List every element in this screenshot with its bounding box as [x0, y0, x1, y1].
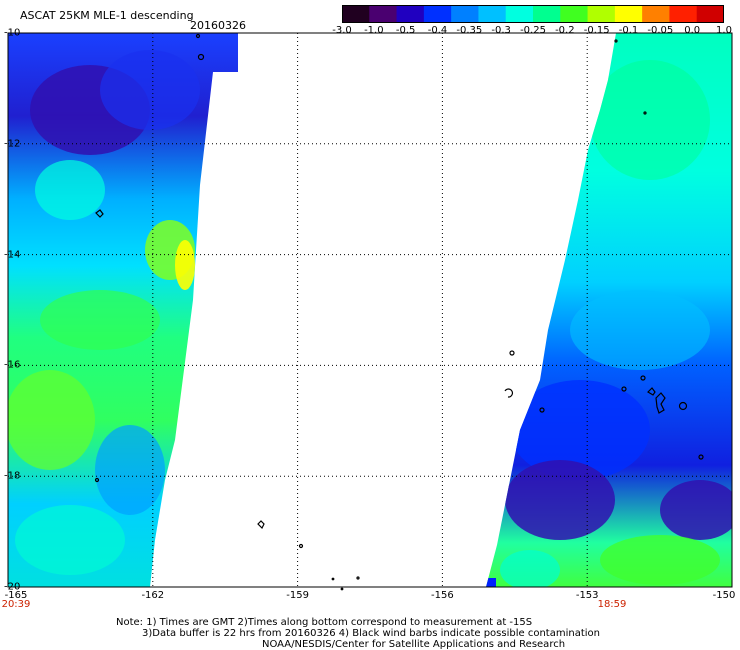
- colorbar-tick-label: -0.1: [618, 25, 639, 36]
- colorbar-swatch: [696, 5, 724, 23]
- swath-left: [8, 33, 238, 587]
- colorbar-tick-label: -0.25: [520, 25, 546, 36]
- colorbar-swatch: [560, 5, 589, 23]
- time-label-left: 20:39: [1, 599, 31, 610]
- colorbar-tick-label: -0.4: [427, 25, 448, 36]
- note-line-3: NOAA/NESDIS/Center for Satellite Applica…: [262, 639, 566, 650]
- longitude-label: -156: [431, 590, 454, 601]
- colorbar-swatch: [342, 5, 370, 23]
- colorbar-swatch: [614, 5, 643, 23]
- longitude-label: -153: [575, 590, 599, 601]
- longitude-label: -150: [712, 590, 736, 601]
- colorbar: [342, 5, 724, 23]
- colorbar-tick-label: 1.0: [716, 25, 732, 36]
- swath-right: [486, 33, 732, 587]
- product-date: 20160326: [190, 19, 246, 32]
- colorbar-swatch: [642, 5, 670, 23]
- longitude-label: -162: [141, 590, 165, 601]
- product-title: ASCAT 25KM MLE-1 descending: [20, 9, 194, 22]
- colorbar-tick-label: -0.35: [456, 25, 483, 36]
- longitude-label: -159: [286, 590, 309, 601]
- latitude-label: -20: [4, 581, 21, 593]
- latitude-label: -16: [4, 359, 21, 371]
- colorbar-swatch: [669, 5, 698, 23]
- colorbar-swatch: [505, 5, 534, 23]
- latitude-label: -14: [4, 249, 21, 261]
- colorbar-tick-label: -0.5: [395, 25, 416, 36]
- colorbar-swatch: [423, 5, 452, 23]
- colorbar-swatch: [478, 5, 507, 23]
- latitude-label: -10: [4, 27, 21, 39]
- note-line-1: Note: 1) Times are GMT 2)Times along bot…: [116, 617, 533, 628]
- time-label-right: 18:59: [597, 599, 627, 610]
- colorbar-tick-label: -0.3: [491, 25, 511, 36]
- longitude-label: -165: [4, 590, 28, 601]
- latitude-label: -12: [4, 138, 21, 150]
- colorbar-swatch: [587, 5, 616, 23]
- colorbar-tick-label: -1.0: [364, 25, 384, 36]
- colorbar-swatch: [369, 5, 398, 23]
- colorbar-tick-label: -3.0: [332, 25, 352, 36]
- colorbar-tick-label: -0.05: [647, 25, 674, 36]
- colorbar-swatch: [533, 5, 561, 23]
- note-line-2: 3)Data buffer is 22 hrs from 20160326 4)…: [142, 628, 600, 639]
- colorbar-swatch: [451, 5, 479, 23]
- latitude-label: -18: [4, 470, 21, 482]
- island-outlines: [94, 33, 704, 591]
- colorbar-tick-label: -0.15: [583, 25, 610, 36]
- colorbar-tick-label: -0.2: [555, 25, 575, 36]
- colorbar-tick-label: 0.0: [684, 25, 701, 36]
- colorbar-swatch: [396, 5, 425, 23]
- map-frame: [7, 32, 733, 588]
